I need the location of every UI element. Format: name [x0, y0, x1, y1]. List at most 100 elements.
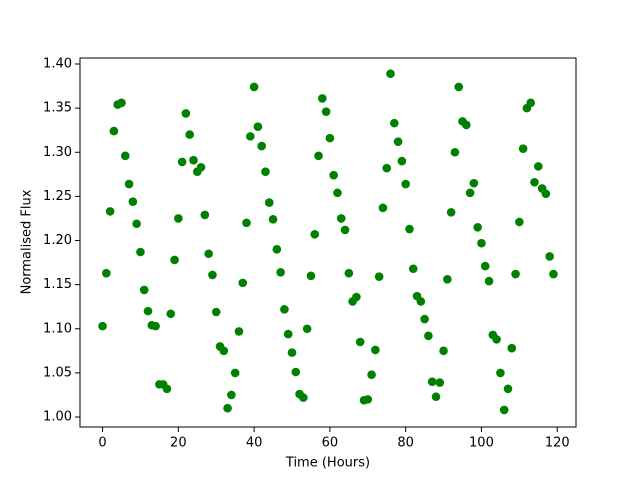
point [128, 197, 138, 206]
point [431, 392, 441, 402]
point [408, 264, 418, 274]
point [166, 309, 176, 319]
point [533, 162, 543, 171]
point [424, 331, 433, 341]
point [310, 230, 320, 239]
point [299, 393, 308, 402]
point [204, 249, 213, 259]
point [492, 335, 501, 344]
x-tick-label: 120 [545, 436, 570, 451]
point [306, 271, 316, 281]
plot-frame [79, 57, 577, 428]
point [507, 343, 517, 353]
point [280, 305, 289, 314]
point [109, 126, 119, 136]
point [117, 98, 126, 108]
point [189, 155, 198, 165]
point [223, 403, 232, 413]
point [98, 321, 107, 331]
point [511, 269, 520, 279]
x-tick-label: 60 [322, 436, 339, 451]
y-tick-label: 1.15 [43, 277, 72, 292]
point [261, 167, 270, 176]
point [314, 151, 323, 161]
point [439, 346, 448, 356]
point [170, 255, 179, 265]
point [227, 390, 236, 400]
point [355, 337, 365, 347]
point [371, 345, 380, 355]
point [390, 118, 399, 128]
point [473, 222, 482, 232]
point [499, 405, 509, 415]
point [143, 306, 153, 316]
point [268, 215, 278, 224]
point [287, 348, 297, 357]
point [242, 218, 251, 228]
point [518, 144, 528, 154]
point [132, 219, 141, 229]
y-tick-label: 1.35 [43, 101, 72, 116]
x-tick-label: 20 [170, 436, 187, 451]
point [325, 133, 335, 143]
point [120, 151, 130, 161]
point [530, 177, 539, 187]
point [264, 198, 274, 207]
point [162, 384, 172, 394]
x-axis-label: Time (Hours) [285, 456, 370, 471]
y-tick-label: 1.05 [43, 365, 72, 380]
point [454, 82, 464, 92]
point [253, 122, 263, 131]
point [196, 162, 206, 172]
point [272, 245, 282, 254]
point [465, 188, 475, 198]
point [435, 378, 445, 387]
point [397, 156, 407, 166]
point [427, 377, 437, 387]
point [200, 210, 210, 220]
point [405, 224, 414, 234]
point [336, 214, 346, 223]
point [102, 268, 111, 278]
point [545, 252, 554, 261]
y-tick-label: 1.30 [43, 145, 72, 160]
point [105, 207, 115, 216]
point [185, 130, 194, 139]
y-tick-label: 1.00 [43, 410, 72, 425]
point [329, 170, 338, 180]
point [302, 324, 312, 334]
x-tick-label: 100 [469, 436, 494, 451]
point [484, 276, 494, 286]
point [367, 370, 376, 379]
point [450, 147, 460, 157]
point [363, 395, 373, 404]
point [344, 268, 354, 278]
point [124, 179, 134, 189]
point [257, 141, 266, 151]
point [321, 107, 331, 116]
x-tick-label: 0 [98, 436, 106, 451]
point [139, 285, 149, 295]
point [181, 109, 191, 118]
point [151, 321, 160, 331]
point [230, 368, 240, 378]
point [443, 275, 452, 284]
y-tick-label: 1.20 [43, 233, 72, 248]
point [174, 214, 183, 223]
point [480, 261, 490, 271]
point [446, 207, 456, 217]
point [276, 267, 285, 277]
y-tick-label: 1.10 [43, 321, 72, 336]
point [352, 292, 361, 302]
point [515, 217, 524, 227]
point [283, 329, 293, 339]
point [462, 120, 471, 130]
point [211, 307, 221, 317]
point [526, 98, 536, 108]
point [374, 272, 384, 281]
point [378, 203, 388, 213]
point [416, 297, 426, 306]
point [496, 368, 505, 378]
x-tick-label: 40 [246, 436, 263, 451]
